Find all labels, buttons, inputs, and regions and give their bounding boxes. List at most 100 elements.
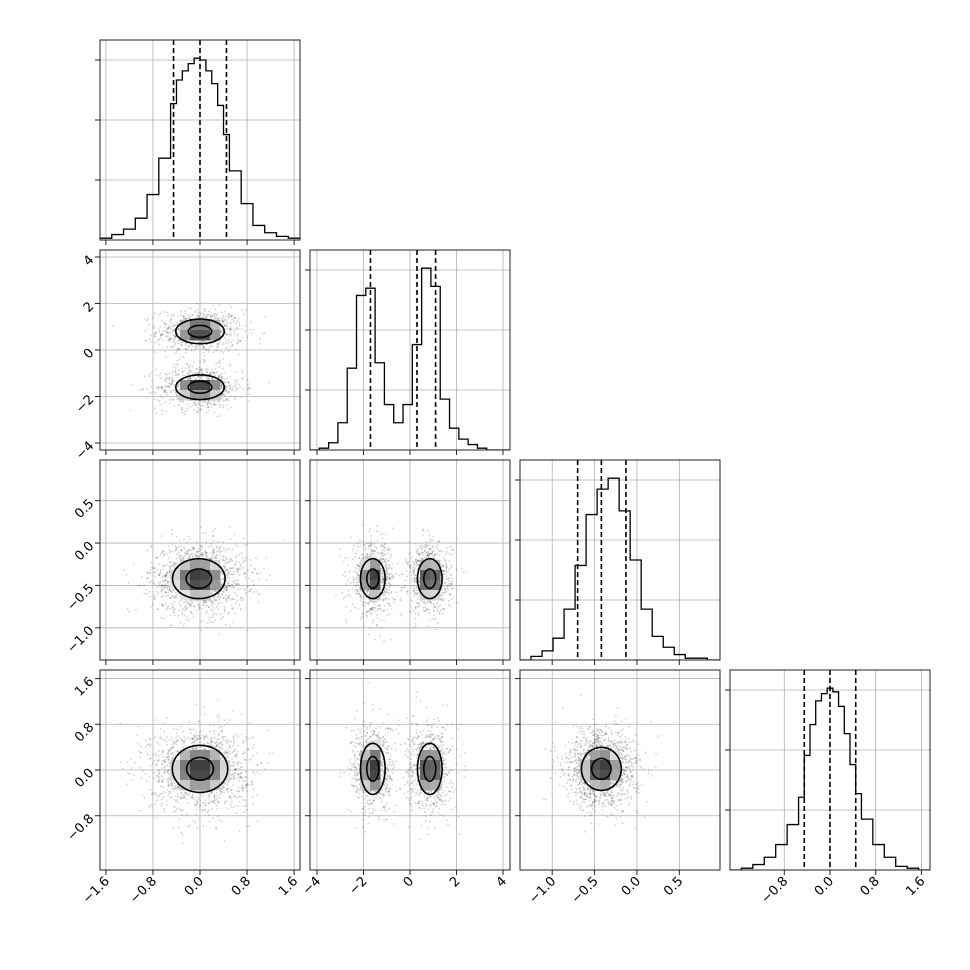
sample-point [174,591,177,594]
sample-point [256,572,259,575]
sample-point [417,552,420,555]
sample-point [352,581,355,584]
sample-point [445,591,448,593]
sample-point [203,601,206,604]
sample-point [152,793,155,796]
sample-point [148,590,151,593]
sample-point [150,804,153,807]
sample-point [214,308,217,311]
contour-level-0-mode-0 [171,557,226,600]
density-cell [420,570,431,581]
sample-point [126,783,129,786]
sample-point [196,410,199,413]
sample-point [181,742,184,745]
sample-point [154,332,157,335]
sample-point [188,549,191,552]
sample-point [234,612,236,615]
sample-point [235,570,238,573]
sample-point [224,563,227,565]
sample-point [231,792,233,795]
sample-point [154,368,157,371]
sample-point [239,563,242,566]
sample-point [440,598,443,601]
sample-point [184,351,187,354]
sample-point [218,366,220,369]
sample-point [182,556,185,559]
sample-point [131,383,134,386]
sample-point [222,320,225,323]
sample-point [410,580,413,583]
sample-point [380,581,383,584]
sample-point [250,587,253,590]
sample-point [200,553,203,556]
sample-point [228,391,230,393]
sample-point [189,728,192,731]
sample-point [163,310,166,313]
sample-point [196,541,199,544]
sample-point [370,544,372,547]
sample-point [171,757,174,760]
sample-point [433,552,436,555]
sample-point [433,614,436,616]
sample-point [388,572,391,575]
density-cell [370,580,381,591]
sample-point [177,347,180,350]
sample-point [449,573,452,576]
sample-point [427,555,430,557]
sample-point [448,594,451,596]
sample-point [201,552,204,554]
sample-point [361,603,364,605]
sample-point [228,566,231,569]
sample-point [218,374,221,376]
sample-point [400,573,403,576]
sample-point [181,400,184,403]
sample-point [429,600,432,602]
sample-point [206,403,209,405]
sample-point [166,764,169,767]
sample-point [161,339,164,342]
sample-point [382,545,385,548]
sample-point [375,530,378,533]
sample-point [138,584,141,587]
sample-point [176,373,179,376]
sample-point [244,556,247,559]
sample-point [376,551,379,554]
sample-point [181,367,184,370]
sample-point [168,402,171,405]
sample-point [389,604,392,606]
sample-point [383,609,385,612]
sample-point [181,344,183,346]
sample-point [148,375,151,378]
sample-point [183,601,185,604]
sample-point [129,409,132,412]
sample-point [173,562,176,565]
sample-point [162,617,165,620]
sample-point [182,558,185,560]
sample-point [165,378,167,381]
sample-point [171,345,174,348]
sample-point [179,737,182,740]
sample-point [436,607,439,610]
sample-point [212,351,215,354]
sample-point [193,735,196,738]
density-cell [190,580,201,591]
sample-point [246,586,248,589]
sample-point [221,583,223,586]
sample-point [186,607,189,609]
sample-point [411,569,414,571]
sample-point [222,315,224,317]
sample-point [394,598,397,601]
sample-point [204,600,207,603]
density-cell [200,380,211,391]
sample-point [232,621,234,624]
sample-point [221,386,223,388]
sample-point [357,542,360,545]
sample-point [258,592,261,595]
sample-point [243,560,245,563]
sample-point [413,563,416,566]
sample-point [171,314,174,316]
sample-point [223,610,226,613]
sample-point [422,557,425,559]
sample-point [422,609,425,611]
sample-point [229,395,231,398]
